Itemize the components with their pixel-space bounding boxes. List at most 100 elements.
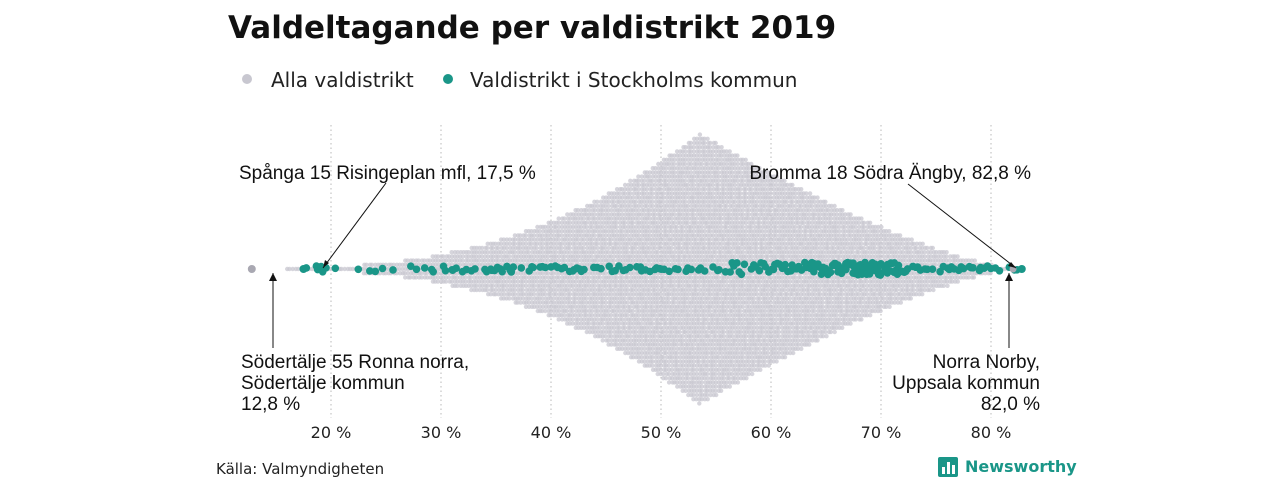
legend: Alla valdistrikt Valdistrikt i Stockholm…	[242, 68, 797, 92]
data-point	[678, 242, 682, 246]
data-point	[698, 132, 702, 136]
data-point	[799, 347, 803, 351]
beeswarm-chart: Valdeltagande per valdistrikt 2019 Alla …	[0, 0, 1280, 480]
data-point	[581, 216, 585, 220]
data-point	[771, 204, 775, 208]
data-point	[587, 321, 591, 325]
data-point	[783, 355, 787, 359]
data-point	[714, 393, 718, 397]
data-point	[788, 296, 792, 300]
data-point	[768, 300, 772, 304]
data-point	[768, 208, 772, 212]
data-point	[601, 321, 605, 325]
data-point	[631, 309, 635, 313]
data-point	[667, 296, 671, 300]
data-point	[592, 233, 596, 237]
data-point	[601, 338, 605, 342]
data-point	[675, 225, 679, 229]
data-point	[625, 313, 629, 317]
data-point	[612, 258, 616, 262]
data-point	[791, 351, 795, 355]
data-point	[728, 149, 732, 153]
data-point	[730, 250, 734, 254]
data-point	[535, 246, 539, 250]
data-point	[724, 279, 728, 283]
data-point	[557, 237, 561, 241]
data-point	[625, 300, 629, 304]
legend-label-all: Alla valdistrikt	[271, 68, 414, 92]
data-point	[790, 200, 794, 204]
data-point	[785, 200, 789, 204]
data-point	[741, 305, 745, 309]
data-point	[767, 363, 771, 367]
data-point	[568, 246, 572, 250]
data-point	[738, 309, 742, 313]
data-point	[706, 397, 710, 401]
data-point	[755, 246, 759, 250]
data-point	[507, 254, 511, 258]
data-point	[650, 363, 654, 367]
data-point	[744, 158, 748, 162]
data-point	[628, 179, 632, 183]
data-point	[752, 296, 756, 300]
data-point	[807, 342, 811, 346]
data-point	[700, 380, 704, 384]
data-point	[804, 191, 808, 195]
data-point	[735, 153, 739, 157]
data-point	[736, 380, 740, 384]
data-point	[763, 359, 767, 363]
data-point	[697, 401, 701, 405]
data-point	[444, 279, 448, 283]
data-point	[755, 288, 759, 292]
data-point	[590, 254, 594, 258]
data-point	[750, 372, 754, 376]
data-point	[664, 376, 668, 380]
data-point	[532, 292, 536, 296]
data-point	[584, 296, 588, 300]
data-point	[716, 275, 720, 279]
data-point	[741, 250, 745, 254]
data-point	[658, 321, 662, 325]
chart-title: Valdeltagande per valdistrikt 2019	[228, 10, 836, 46]
data-point	[656, 250, 660, 254]
data-point	[485, 246, 489, 250]
data-point	[708, 334, 712, 338]
data-point	[603, 271, 607, 275]
data-point	[738, 187, 742, 191]
data-point	[672, 300, 676, 304]
data-point	[719, 389, 723, 393]
data-point	[645, 275, 649, 279]
data-point	[678, 330, 682, 334]
data-point	[777, 334, 781, 338]
data-point	[683, 179, 687, 183]
data-point	[700, 389, 704, 393]
data-point	[808, 191, 812, 195]
data-point	[758, 368, 762, 372]
data-point	[719, 145, 723, 149]
legend-marker-stockholm	[443, 74, 453, 84]
legend-marker-all	[242, 74, 252, 84]
data-point	[576, 275, 580, 279]
data-point	[623, 296, 627, 300]
data-point	[614, 225, 618, 229]
data-point	[469, 275, 473, 279]
data-point	[774, 359, 778, 363]
data-point	[521, 288, 525, 292]
data-point	[686, 221, 690, 225]
data-point	[705, 137, 709, 141]
data-point	[524, 233, 528, 237]
data-point	[697, 359, 701, 363]
data-point	[744, 338, 748, 342]
data-point	[728, 384, 732, 388]
data-point	[702, 141, 706, 145]
data-point	[631, 221, 635, 225]
data-point	[799, 187, 803, 191]
data-point	[763, 275, 767, 279]
legend-label-stockholm: Valdistrikt i Stockholms kommun	[470, 68, 797, 92]
data-point	[598, 275, 602, 279]
data-point	[714, 141, 718, 145]
data-point	[507, 296, 511, 300]
data-point	[744, 376, 748, 380]
data-point	[788, 317, 792, 321]
data-point	[697, 317, 701, 321]
